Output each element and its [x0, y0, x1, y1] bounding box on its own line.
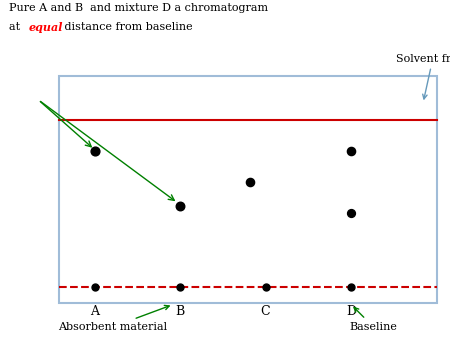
Point [176, 284, 184, 290]
Point [246, 180, 253, 185]
Point [262, 284, 269, 290]
Text: D: D [346, 305, 356, 318]
Text: B: B [176, 305, 184, 318]
Point [91, 284, 98, 290]
Point [176, 204, 184, 209]
Point [347, 284, 355, 290]
Point [91, 149, 98, 154]
Point [347, 149, 355, 154]
Text: distance from baseline: distance from baseline [61, 22, 193, 32]
Text: at: at [9, 22, 23, 32]
Bar [58, 76, 436, 303]
Point [347, 211, 355, 216]
Text: Absorbent material: Absorbent material [58, 305, 169, 332]
Text: A: A [90, 305, 99, 318]
Text: Pure A and B  and mixture D a chromatogram: Pure A and B and mixture D a chromatogra… [9, 3, 268, 13]
Text: C: C [261, 305, 270, 318]
Text: Solvent front: Solvent front [396, 54, 450, 99]
Text: equal: equal [28, 22, 63, 33]
Text: Baseline: Baseline [350, 308, 397, 332]
